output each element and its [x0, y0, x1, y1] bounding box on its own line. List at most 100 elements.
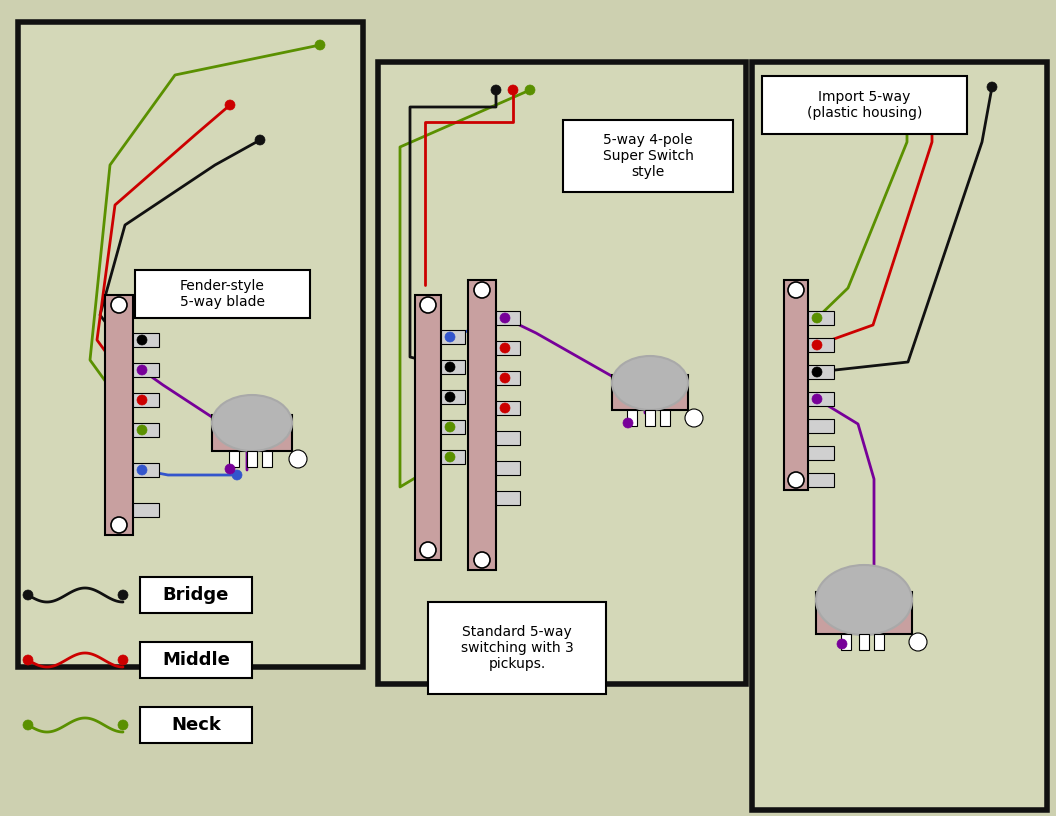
- Bar: [645, 410, 655, 426]
- Text: Bridge: Bridge: [163, 586, 229, 604]
- Ellipse shape: [445, 362, 455, 372]
- Ellipse shape: [118, 655, 128, 665]
- Ellipse shape: [909, 633, 927, 651]
- Ellipse shape: [499, 373, 510, 383]
- Ellipse shape: [812, 313, 822, 323]
- Bar: [468, 280, 496, 570]
- Bar: [140, 642, 252, 678]
- Bar: [133, 393, 159, 407]
- Ellipse shape: [812, 367, 822, 377]
- Bar: [133, 333, 159, 347]
- Bar: [133, 463, 159, 477]
- Ellipse shape: [816, 565, 912, 635]
- Ellipse shape: [111, 297, 127, 313]
- Ellipse shape: [118, 590, 128, 600]
- Ellipse shape: [837, 639, 847, 649]
- Ellipse shape: [23, 720, 33, 730]
- Bar: [105, 295, 133, 535]
- Bar: [441, 390, 465, 404]
- Bar: [415, 295, 441, 560]
- Ellipse shape: [499, 343, 510, 353]
- Bar: [496, 431, 520, 445]
- Ellipse shape: [445, 392, 455, 402]
- Bar: [441, 450, 465, 464]
- Ellipse shape: [23, 655, 33, 665]
- Bar: [752, 62, 1046, 810]
- Bar: [229, 451, 239, 467]
- Ellipse shape: [137, 425, 147, 435]
- Bar: [784, 280, 808, 490]
- Ellipse shape: [987, 82, 997, 92]
- Bar: [808, 338, 834, 352]
- Ellipse shape: [788, 282, 804, 298]
- Bar: [441, 330, 465, 344]
- Ellipse shape: [254, 135, 265, 145]
- Ellipse shape: [111, 517, 127, 533]
- Ellipse shape: [788, 472, 804, 488]
- Bar: [140, 707, 252, 743]
- Ellipse shape: [445, 422, 455, 432]
- Bar: [762, 76, 967, 134]
- Bar: [133, 363, 159, 377]
- Bar: [496, 341, 520, 355]
- Ellipse shape: [118, 720, 128, 730]
- Ellipse shape: [902, 82, 912, 92]
- Ellipse shape: [499, 313, 510, 323]
- Ellipse shape: [525, 85, 535, 95]
- Ellipse shape: [685, 409, 703, 427]
- Ellipse shape: [23, 590, 33, 600]
- Bar: [18, 22, 363, 667]
- Bar: [496, 401, 520, 415]
- Ellipse shape: [232, 470, 242, 480]
- Bar: [212, 415, 293, 451]
- Ellipse shape: [491, 85, 501, 95]
- Bar: [808, 446, 834, 460]
- Ellipse shape: [445, 332, 455, 342]
- Bar: [140, 577, 252, 613]
- Ellipse shape: [420, 297, 436, 313]
- Ellipse shape: [445, 452, 455, 462]
- Ellipse shape: [499, 403, 510, 413]
- Bar: [874, 634, 884, 650]
- Ellipse shape: [420, 542, 436, 558]
- Bar: [808, 419, 834, 433]
- Bar: [612, 375, 689, 410]
- Bar: [859, 634, 869, 650]
- Text: 5-way 4-pole
Super Switch
style: 5-way 4-pole Super Switch style: [603, 133, 694, 180]
- Bar: [841, 634, 851, 650]
- Text: Standard 5-way
switching with 3
pickups.: Standard 5-way switching with 3 pickups.: [460, 625, 573, 672]
- Bar: [496, 311, 520, 325]
- Ellipse shape: [812, 394, 822, 404]
- Text: Neck: Neck: [171, 716, 221, 734]
- Bar: [627, 410, 637, 426]
- Bar: [247, 451, 257, 467]
- Bar: [808, 365, 834, 379]
- Bar: [135, 270, 310, 318]
- Text: Import 5-way
(plastic housing): Import 5-way (plastic housing): [807, 90, 922, 120]
- Bar: [428, 602, 606, 694]
- Ellipse shape: [212, 395, 293, 451]
- Bar: [441, 360, 465, 374]
- Ellipse shape: [474, 282, 490, 298]
- Bar: [496, 491, 520, 505]
- Ellipse shape: [623, 418, 633, 428]
- Bar: [262, 451, 272, 467]
- Bar: [808, 473, 834, 487]
- Text: Fender-style
5-way blade: Fender-style 5-way blade: [180, 279, 265, 309]
- Bar: [378, 62, 746, 684]
- Ellipse shape: [474, 552, 490, 568]
- Bar: [563, 120, 733, 192]
- Ellipse shape: [315, 40, 325, 50]
- Bar: [660, 410, 670, 426]
- Ellipse shape: [508, 85, 518, 95]
- Bar: [496, 371, 520, 385]
- Text: Middle: Middle: [162, 651, 230, 669]
- Bar: [133, 503, 159, 517]
- Bar: [441, 420, 465, 434]
- Bar: [133, 423, 159, 437]
- Ellipse shape: [137, 365, 147, 375]
- Ellipse shape: [225, 100, 235, 110]
- Ellipse shape: [225, 464, 235, 474]
- Bar: [808, 311, 834, 325]
- Ellipse shape: [137, 465, 147, 475]
